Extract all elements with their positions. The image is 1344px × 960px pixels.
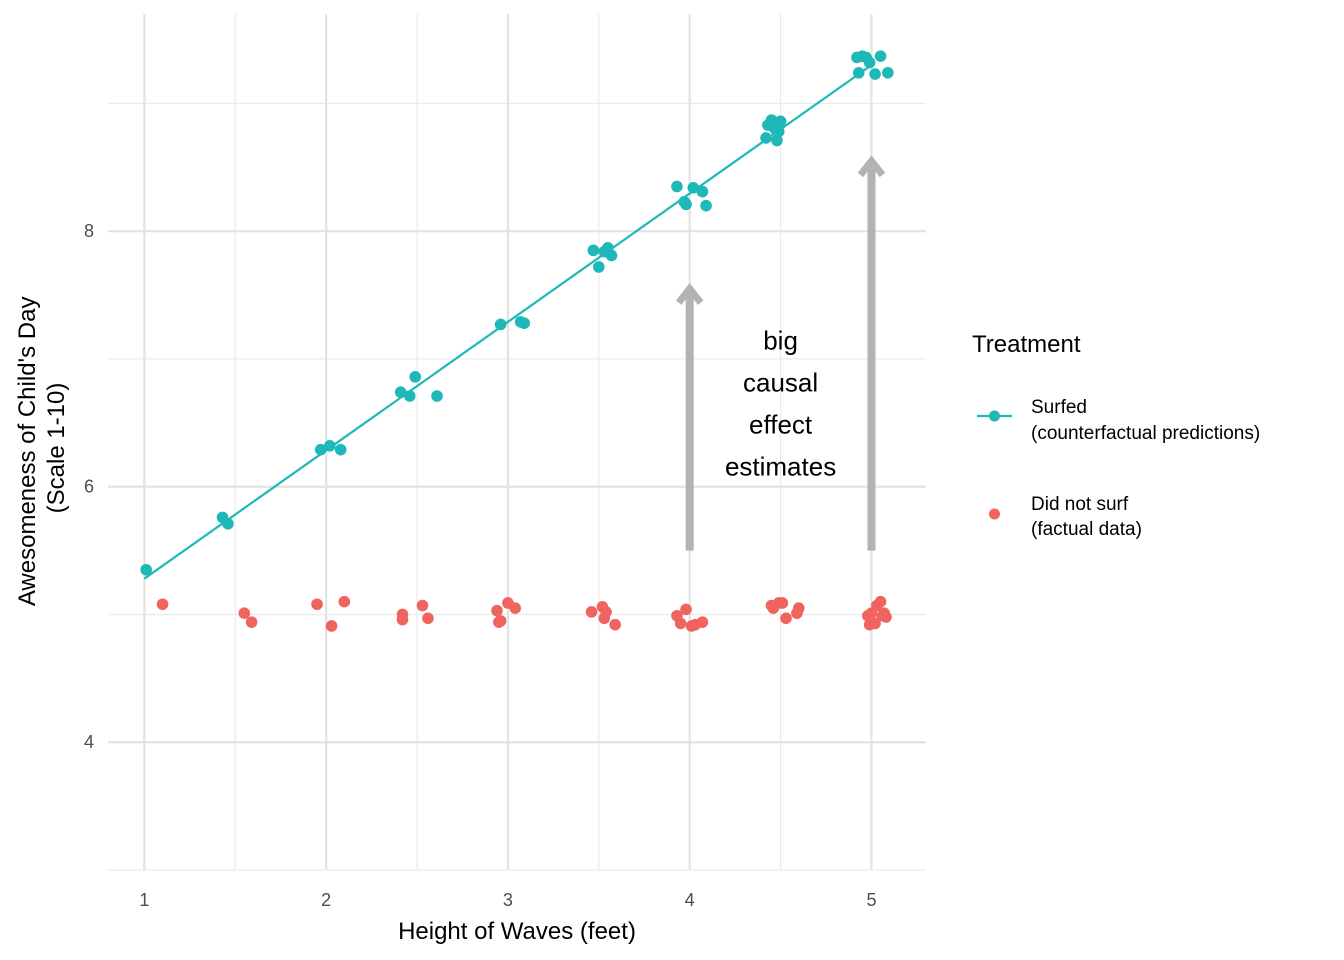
point-surfed xyxy=(687,181,700,194)
point-did-not-surf xyxy=(585,606,598,618)
point-did-not-surf xyxy=(238,607,251,619)
point-surfed xyxy=(593,261,605,273)
point-surfed xyxy=(863,56,876,69)
y-axis-title: Awesomeness of Child's Day (Scale 1-10) xyxy=(14,290,70,606)
y-tick-label: 6 xyxy=(84,477,94,497)
legend: Treatment Surfed (counterfactual predict… xyxy=(972,331,1260,540)
points-layer xyxy=(140,50,894,632)
arrow-layer xyxy=(675,155,886,551)
legend-label-did-not-surf-line-1: Did not surf xyxy=(1031,494,1129,515)
arrow-head xyxy=(675,283,704,305)
point-surfed xyxy=(680,198,692,211)
legend-label-did-not-surf-line-2: (factual data) xyxy=(1031,519,1142,540)
annotation-line: causal xyxy=(743,368,818,398)
point-surfed xyxy=(774,115,787,128)
point-did-not-surf xyxy=(422,612,434,625)
legend-item-did-not-surf: Did not surf (factual data) xyxy=(989,494,1142,540)
annotation-layer: big causal effect estimates xyxy=(725,326,836,482)
point-surfed xyxy=(403,390,416,402)
point-did-not-surf xyxy=(780,612,792,625)
point-surfed xyxy=(494,318,507,331)
point-did-not-surf xyxy=(609,618,621,631)
legend-key-point-surfed xyxy=(989,410,1000,422)
point-did-not-surf xyxy=(416,599,429,612)
legend-item-surfed: Surfed (counterfactual predictions) xyxy=(977,397,1260,444)
point-surfed xyxy=(314,443,327,456)
point-surfed xyxy=(874,50,887,62)
point-did-not-surf xyxy=(600,606,612,618)
point-did-not-surf xyxy=(156,598,169,611)
point-did-not-surf xyxy=(869,617,881,630)
annotation-line: estimates xyxy=(725,452,836,482)
point-surfed xyxy=(140,563,152,576)
point-did-not-surf xyxy=(494,615,507,627)
point-surfed xyxy=(869,68,881,80)
legend-key-point-did-not-surf xyxy=(989,508,1000,520)
point-did-not-surf xyxy=(880,611,892,623)
point-surfed xyxy=(431,390,443,402)
point-surfed xyxy=(394,386,407,398)
point-surfed xyxy=(323,440,336,452)
x-tick-label: 3 xyxy=(503,890,513,910)
fit-line-layer xyxy=(143,64,873,580)
legend-label-surfed-line-1: Surfed xyxy=(1031,397,1087,418)
point-did-not-surf xyxy=(245,616,258,628)
point-did-not-surf xyxy=(311,598,323,611)
point-surfed xyxy=(605,249,618,262)
point-surfed xyxy=(518,317,531,329)
point-did-not-surf xyxy=(696,616,709,628)
point-surfed xyxy=(852,66,865,79)
x-tick-labels: 1 2 3 4 5 xyxy=(139,890,876,910)
point-surfed xyxy=(409,371,422,383)
y-tick-label: 8 xyxy=(84,221,94,241)
y-tick-label: 4 xyxy=(84,732,94,752)
point-did-not-surf xyxy=(491,604,503,617)
point-did-not-surf xyxy=(509,602,521,614)
arrow-head xyxy=(857,155,886,178)
fit-line-surfed xyxy=(143,64,873,580)
y-tick-labels: 4 6 8 xyxy=(84,221,94,752)
annotation-line: effect xyxy=(749,410,813,440)
point-surfed xyxy=(760,132,772,144)
x-tick-label: 5 xyxy=(866,890,876,910)
grid xyxy=(108,14,926,871)
x-tick-label: 1 xyxy=(139,890,149,910)
point-did-not-surf xyxy=(680,603,692,616)
point-surfed xyxy=(696,185,709,198)
point-surfed xyxy=(587,244,600,257)
point-did-not-surf xyxy=(396,613,409,626)
point-surfed xyxy=(222,517,234,530)
point-did-not-surf xyxy=(338,595,351,608)
point-surfed xyxy=(771,134,783,147)
point-surfed xyxy=(334,443,347,456)
point-did-not-surf xyxy=(325,620,338,632)
point-surfed xyxy=(882,66,894,79)
point-did-not-surf xyxy=(674,617,687,630)
point-surfed xyxy=(765,114,778,126)
x-tick-label: 4 xyxy=(685,890,695,910)
annotation-line: big xyxy=(763,326,798,356)
point-surfed xyxy=(700,199,712,212)
legend-label-surfed-line-2: (counterfactual predictions) xyxy=(1031,423,1260,444)
point-did-not-surf xyxy=(874,595,887,608)
point-did-not-surf xyxy=(776,597,789,609)
point-surfed xyxy=(772,125,785,138)
x-axis-title: Height of Waves (feet) xyxy=(398,918,636,945)
x-tick-label: 2 xyxy=(321,890,331,910)
y-axis-title-line-1: Awesomeness of Child's Day xyxy=(14,297,41,607)
legend-title: Treatment xyxy=(972,331,1081,358)
point-surfed xyxy=(671,180,683,193)
y-axis-title-line-2: (Scale 1-10) xyxy=(43,383,70,514)
point-did-not-surf xyxy=(792,602,805,614)
